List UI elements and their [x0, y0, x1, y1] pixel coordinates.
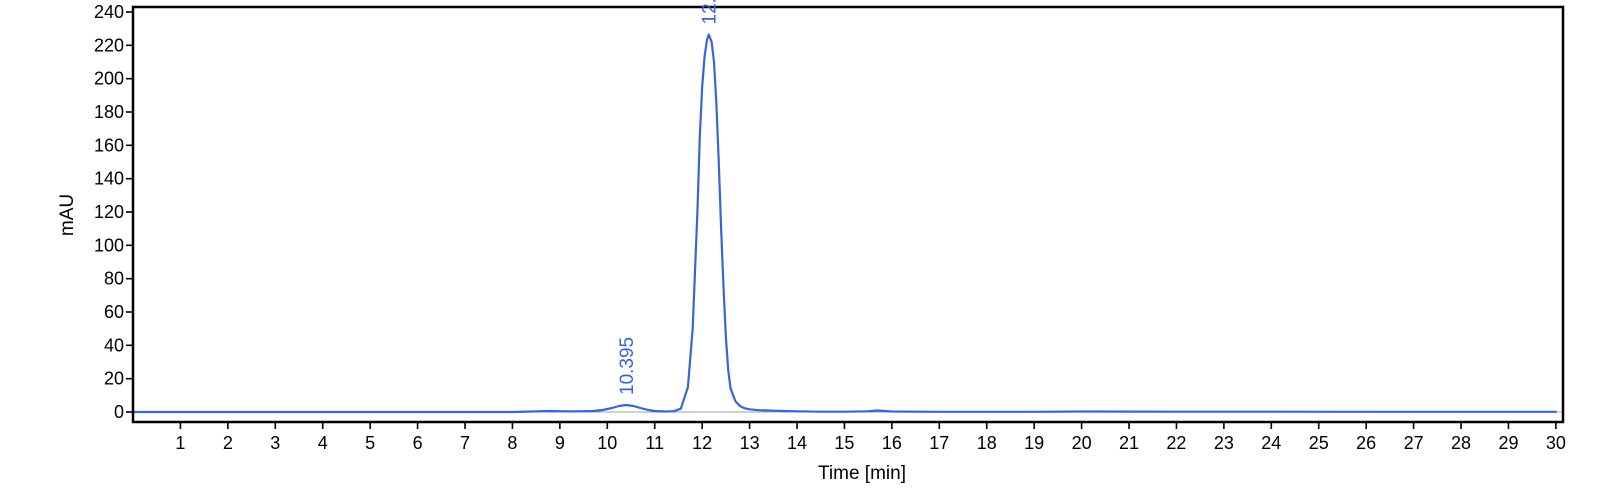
x-tick-label: 29 — [1498, 433, 1518, 453]
x-tick-label: 30 — [1546, 433, 1566, 453]
x-tick-label: 28 — [1451, 433, 1471, 453]
peak-label: 10.395 — [617, 337, 638, 395]
y-tick-label: 40 — [104, 335, 124, 355]
x-tick-label: 23 — [1214, 433, 1234, 453]
y-tick-label: 20 — [104, 369, 124, 389]
x-tick-label: 6 — [413, 433, 423, 453]
x-tick-label: 1 — [175, 433, 185, 453]
x-tick-label: 24 — [1261, 433, 1281, 453]
x-tick-label: 26 — [1356, 433, 1376, 453]
y-tick-label: 180 — [94, 102, 124, 122]
y-axis-label: mAU — [57, 194, 78, 236]
x-tick-label: 22 — [1166, 433, 1186, 453]
x-tick-label: 15 — [834, 433, 854, 453]
x-tick-label: 8 — [507, 433, 517, 453]
x-tick-label: 16 — [882, 433, 902, 453]
y-tick-label: 120 — [94, 202, 124, 222]
y-tick-label: 100 — [94, 235, 124, 255]
peak-label: 12.139 — [700, 0, 721, 25]
y-tick-label: 220 — [94, 35, 124, 55]
x-tick-label: 18 — [977, 433, 997, 453]
x-tick-label: 11 — [645, 433, 664, 453]
x-axis-label: Time [min] — [818, 463, 906, 484]
y-tick-label: 140 — [94, 169, 124, 189]
y-tick-label: 160 — [94, 135, 124, 155]
x-tick-label: 2 — [223, 433, 233, 453]
x-tick-label: 3 — [270, 433, 280, 453]
x-tick-label: 10 — [597, 433, 617, 453]
chromatogram-trace — [131, 33, 1557, 414]
x-tick-label: 20 — [1072, 433, 1092, 453]
x-tick-label: 21 — [1119, 433, 1139, 453]
x-tick-label: 14 — [787, 433, 807, 453]
x-tick-label: 5 — [365, 433, 375, 453]
y-tick-label: 240 — [94, 2, 124, 22]
plot-frame — [131, 5, 1565, 424]
y-tick-label: 200 — [94, 69, 124, 89]
x-tick-label: 9 — [555, 433, 565, 453]
x-tick-label: 4 — [318, 433, 328, 453]
x-tick-label: 19 — [1024, 433, 1044, 453]
x-tick-label: 17 — [929, 433, 949, 453]
x-tick-label: 13 — [740, 433, 760, 453]
x-tick-label: 7 — [460, 433, 470, 453]
x-tick-label: 27 — [1404, 433, 1424, 453]
y-tick-label: 60 — [104, 302, 124, 322]
x-tick-label: 12 — [692, 433, 712, 453]
y-tick-label: 80 — [104, 269, 124, 289]
y-tick-label: 0 — [114, 402, 124, 422]
x-tick-label: 25 — [1309, 433, 1329, 453]
